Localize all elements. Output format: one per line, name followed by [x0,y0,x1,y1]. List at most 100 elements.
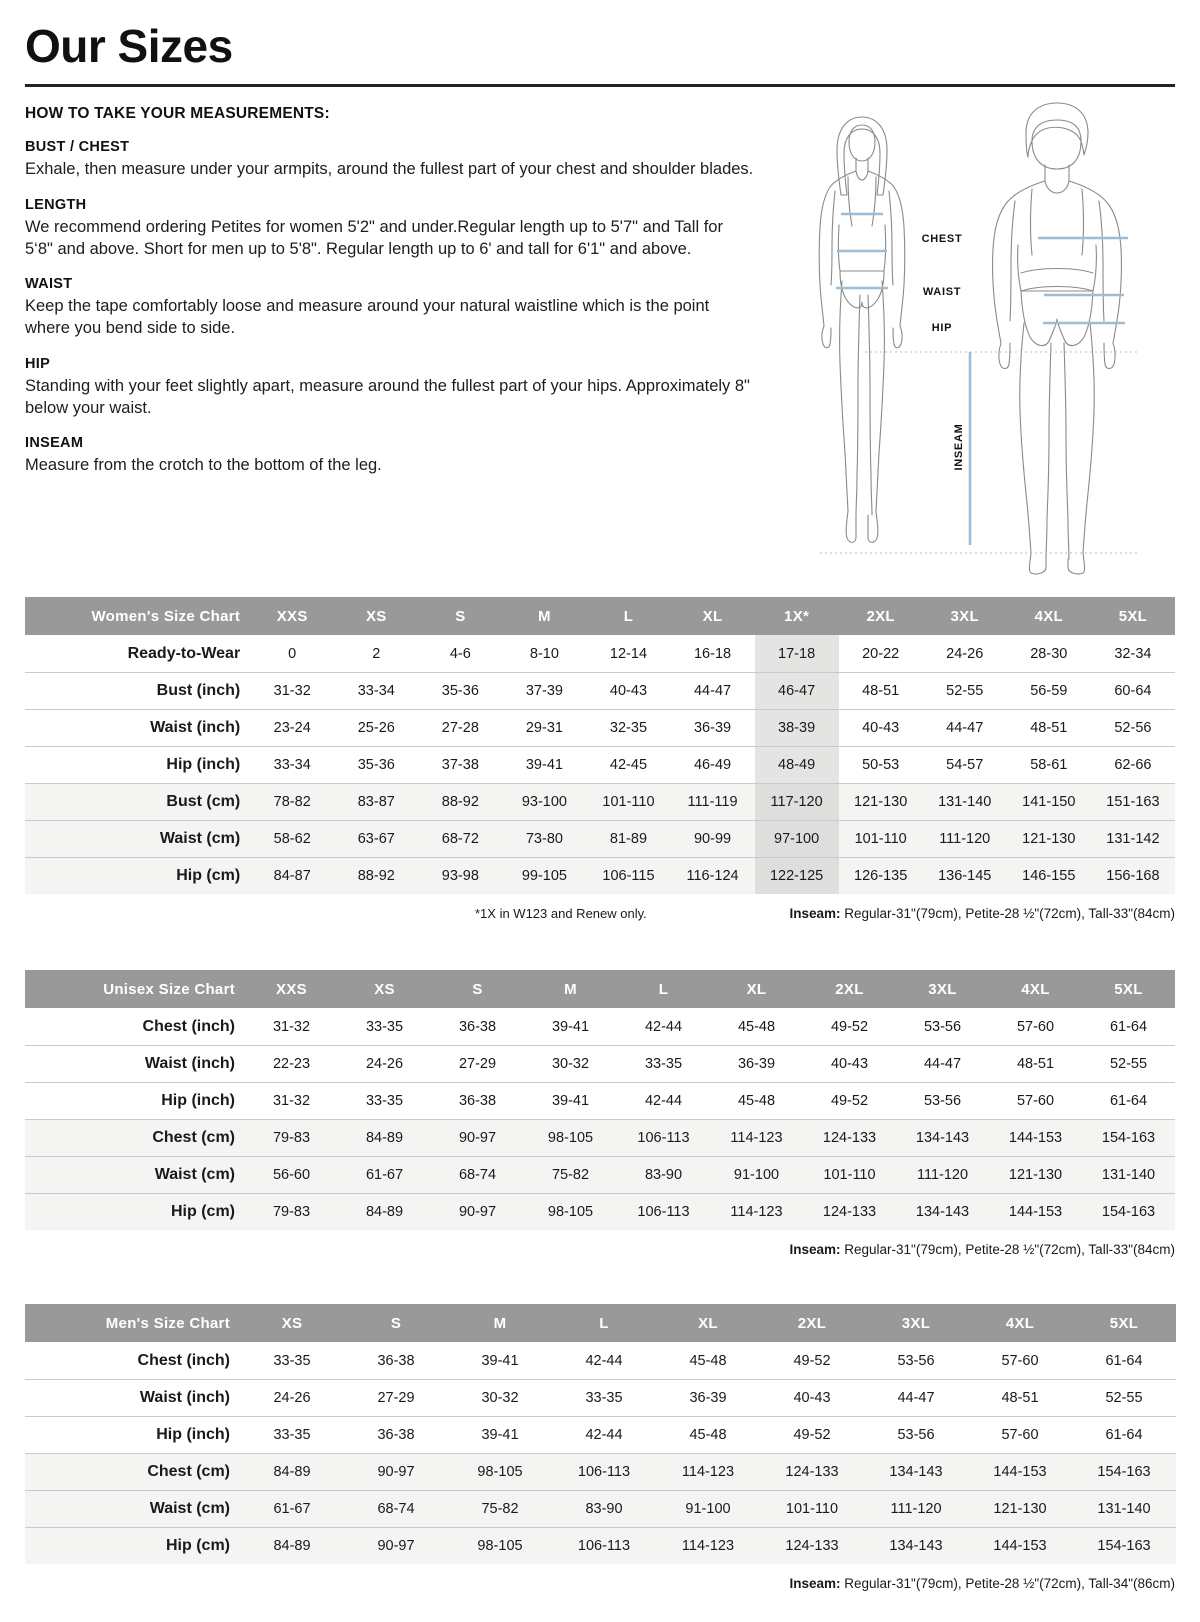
col-header-xxs: XXS [245,970,338,1009]
cell: 40-43 [760,1379,864,1417]
cell: 97-100 [754,820,839,858]
cell: 57-60 [989,1082,1082,1120]
inseam-values: Regular-31"(79cm), Petite-28 ½"(72cm), T… [840,906,1175,922]
cell: 33-35 [338,1082,431,1120]
cell: 111-120 [864,1490,968,1528]
cell: 90-97 [344,1453,448,1491]
instruction-body: We recommend ordering Petites for women … [25,217,723,258]
cell: 84-89 [240,1527,344,1565]
womens-footnote-1x: *1X in W123 and Renew only. [475,906,647,922]
cell: 111-120 [922,820,1007,858]
cell: 40-43 [838,709,923,747]
cell: 57-60 [968,1342,1072,1380]
row-label: Waist (inch) [25,1045,245,1083]
cell: 101-110 [803,1156,896,1194]
cell: 54-57 [922,746,1007,784]
mens-size-table: Men's Size Chart XS S M L XL 2XL 3XL 4XL… [25,1304,1176,1565]
cell: 29-31 [502,709,587,747]
cell: 114-123 [656,1453,760,1491]
cell: 134-143 [896,1119,989,1157]
cell: 45-48 [656,1416,760,1454]
womens-table-body: Ready-to-Wear 0 2 4-6 8-10 12-14 16-18 1… [25,635,1175,895]
cell: 37-39 [502,672,587,710]
cell: 114-123 [710,1119,803,1157]
col-header-l: L [586,597,671,636]
row-label: Ready-to-Wear [25,635,251,673]
unisex-size-chart-block: Unisex Size Chart XXS XS S M L XL 2XL 3X… [25,970,1175,1266]
cell: 33-35 [617,1045,710,1083]
cell: 23-24 [250,709,335,747]
cell: 117-120 [754,783,839,821]
cell: 33-35 [240,1342,344,1380]
measurement-lines [836,212,1128,546]
cell: 121-130 [838,783,923,821]
cell: 52-56 [1090,709,1175,747]
cell: 63-67 [334,820,419,858]
cell: 45-48 [656,1342,760,1380]
row-label: Waist (cm) [25,820,251,858]
col-header-4xl: 4XL [989,970,1082,1009]
cell: 33-35 [552,1379,656,1417]
cell: 44-47 [864,1379,968,1417]
row-label: Chest (inch) [25,1342,240,1380]
womens-table-header: Women's Size Chart XXS XS S M L XL 1X* 2… [25,597,1175,636]
table-row: Chest (cm) 79-83 84-89 90-97 98-105 106-… [25,1119,1175,1157]
cell: 49-52 [803,1008,896,1046]
cell: 83-90 [552,1490,656,1528]
cell: 68-74 [344,1490,448,1528]
cell: 81-89 [586,820,671,858]
cell: 22-23 [245,1045,338,1083]
table-row: Chest (inch) 31-32 33-35 36-38 39-41 42-… [25,1008,1175,1046]
col-header-xxs: XXS [250,597,335,636]
table-row: Bust (inch) 31-32 33-34 35-36 37-39 40-4… [25,672,1175,710]
cell: 52-55 [922,672,1007,710]
instructions-text-column: HOW TO TAKE YOUR MEASUREMENTS: BUST / CH… [25,105,770,476]
col-header-3xl: 3XL [896,970,989,1009]
cell: 52-55 [1082,1045,1175,1083]
figure-label-waist: WAIST [923,286,961,298]
cell: 131-140 [1082,1156,1175,1194]
col-header-xs: XS [240,1304,344,1343]
cell: 144-153 [968,1527,1072,1565]
cell: 58-61 [1006,746,1091,784]
guide-lines [820,351,1140,554]
instruction-bust-chest: BUST / CHEST Exhale, then measure under … [25,139,770,180]
cell: 45-48 [710,1008,803,1046]
row-label: Hip (inch) [25,746,251,784]
instruction-title: WAIST [25,276,73,293]
cell: 37-38 [418,746,503,784]
instruction-body: Measure from the crotch to the bottom of… [25,456,382,475]
cell: 42-44 [552,1416,656,1454]
cell: 90-97 [431,1119,524,1157]
table-row: Waist (inch) 23-24 25-26 27-28 29-31 32-… [25,709,1175,747]
cell: 45-48 [710,1082,803,1120]
cell: 121-130 [989,1156,1082,1194]
cell: 42-44 [552,1342,656,1380]
cell: 40-43 [803,1045,896,1083]
title-divider [25,84,1175,88]
cell: 28-30 [1006,635,1091,673]
row-label: Bust (inch) [25,672,251,710]
instruction-title: LENGTH [25,196,87,213]
col-header-m: M [524,970,617,1009]
cell: 56-59 [1006,672,1091,710]
cell: 91-100 [656,1490,760,1528]
cell: 24-26 [338,1045,431,1083]
cell: 33-35 [240,1416,344,1454]
cell: 99-105 [502,857,587,895]
womens-size-table: Women's Size Chart XXS XS S M L XL 1X* 2… [25,597,1175,895]
male-body-outline [992,102,1122,575]
cell: 33-34 [250,746,335,784]
cell: 39-41 [524,1082,617,1120]
col-header-4xl: 4XL [1006,597,1091,636]
cell: 48-51 [989,1045,1082,1083]
col-header-2xl: 2XL [838,597,923,636]
cell: 17-18 [754,635,839,673]
inseam-label: Inseam: [789,1576,841,1592]
cell: 35-36 [334,746,419,784]
table-row: Bust (cm) 78-82 83-87 88-92 93-100 101-1… [25,783,1175,821]
cell: 32-34 [1090,635,1175,673]
cell: 154-163 [1072,1453,1176,1491]
figure-label-inseam: INSEAM [953,424,965,471]
row-label: Chest (cm) [25,1119,245,1157]
